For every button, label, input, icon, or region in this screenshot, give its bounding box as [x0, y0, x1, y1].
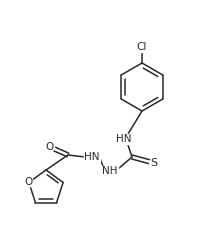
Text: HN: HN — [116, 134, 132, 144]
Text: NH: NH — [102, 166, 118, 176]
Bar — [116, 134, 132, 144]
Bar — [84, 152, 100, 162]
Text: O: O — [46, 142, 54, 152]
Bar — [135, 42, 149, 52]
Circle shape — [24, 178, 33, 187]
Text: Cl: Cl — [137, 42, 147, 52]
Bar — [102, 166, 118, 176]
Circle shape — [150, 158, 159, 168]
Text: HN: HN — [84, 152, 100, 162]
Text: S: S — [150, 158, 157, 168]
Circle shape — [45, 143, 54, 151]
Text: O: O — [25, 178, 33, 188]
